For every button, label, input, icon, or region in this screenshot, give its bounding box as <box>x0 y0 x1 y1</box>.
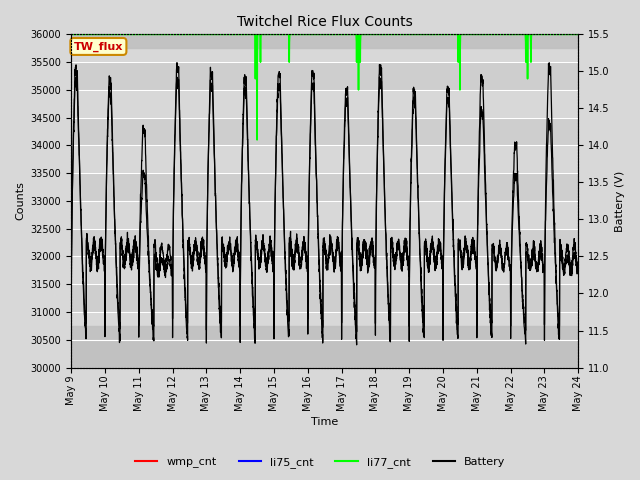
Bar <box>71 326 578 373</box>
Bar <box>71 62 578 90</box>
Bar <box>71 29 578 48</box>
Y-axis label: Counts: Counts <box>15 181 25 220</box>
Title: Twitchel Rice Flux Counts: Twitchel Rice Flux Counts <box>237 15 413 29</box>
Y-axis label: Battery (V): Battery (V) <box>615 170 625 231</box>
Text: TW_flux: TW_flux <box>74 41 123 51</box>
Bar <box>71 118 578 145</box>
Legend: wmp_cnt, li75_cnt, li77_cnt, Battery: wmp_cnt, li75_cnt, li77_cnt, Battery <box>131 452 509 472</box>
Bar <box>71 173 578 201</box>
Bar <box>71 340 578 368</box>
Bar <box>71 284 578 312</box>
X-axis label: Time: Time <box>311 417 339 427</box>
Bar <box>71 228 578 256</box>
